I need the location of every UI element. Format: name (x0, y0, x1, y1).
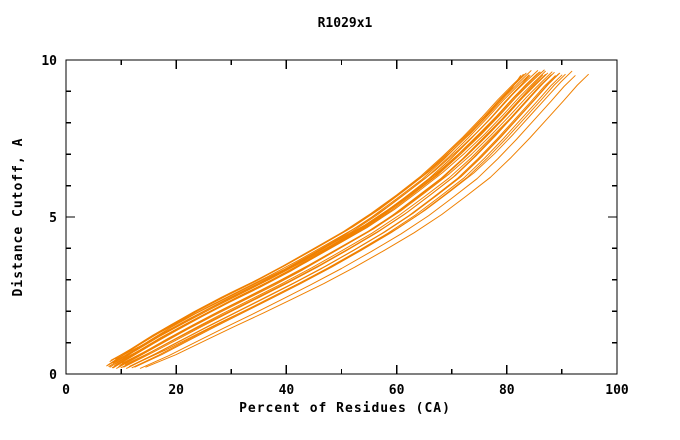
y-tick-label: 5 (49, 211, 57, 226)
data-curve (112, 75, 531, 369)
x-tick-labels-group: 0 20 40 60 80 100 (62, 383, 629, 398)
y-axis-title: Distance Cutoff, A (11, 138, 26, 297)
y-tick-labels-group: 0 5 10 (41, 54, 57, 383)
data-curve (117, 70, 546, 363)
data-curve (109, 70, 532, 362)
x-tick-label: 60 (389, 383, 405, 398)
data-curve (125, 72, 555, 366)
data-curve (130, 72, 561, 367)
x-tick-label: 40 (279, 383, 295, 398)
y-tick-label: 10 (41, 54, 57, 69)
x-tick-label: 80 (499, 383, 515, 398)
data-curve (115, 69, 545, 360)
axis-ticks-group (65, 59, 618, 375)
x-axis-title: Percent of Residues (CA) (239, 401, 451, 416)
x-tick-label: 100 (605, 383, 629, 398)
x-tick-label: 0 (62, 383, 70, 398)
data-curves-group (106, 69, 589, 369)
data-curve (112, 71, 541, 364)
data-curve (120, 74, 552, 369)
x-tick-label: 20 (168, 383, 184, 398)
data-curve (119, 72, 549, 366)
data-curve (139, 75, 576, 369)
data-curve (131, 74, 563, 369)
data-curve (137, 70, 573, 364)
data-curve (145, 73, 589, 368)
chart-title: R1029x1 (318, 16, 373, 31)
y-tick-label: 0 (49, 368, 57, 383)
